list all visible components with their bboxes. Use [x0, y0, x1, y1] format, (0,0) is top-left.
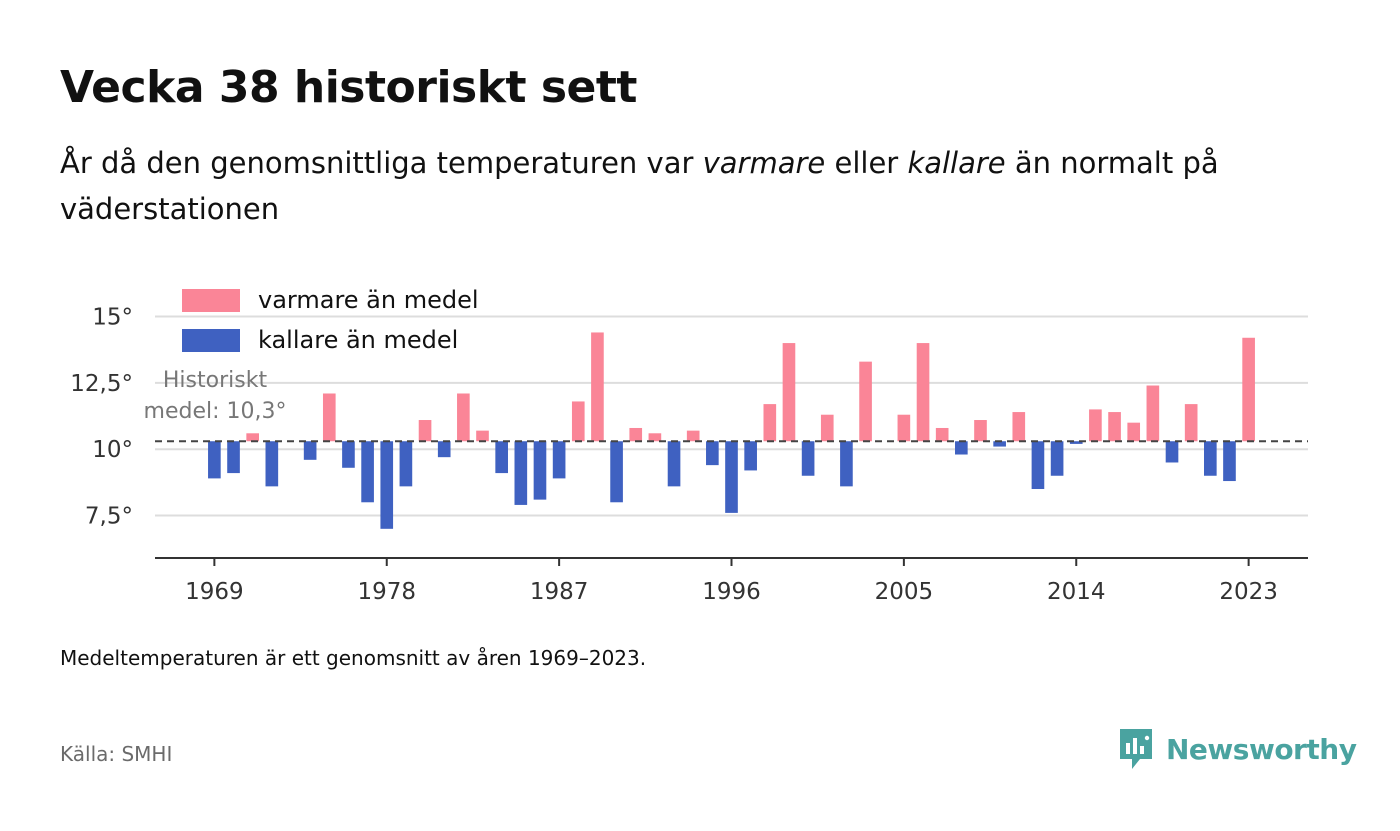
- bar-1969: [208, 441, 221, 479]
- x-tick-label: 2014: [1047, 579, 1106, 605]
- y-tick-label: 12,5°: [70, 371, 133, 397]
- bar-1983: [476, 430, 489, 442]
- bar-1997: [744, 441, 757, 471]
- bar-1979: [399, 441, 413, 487]
- chart-subtitle: År då den genomsnittliga temperaturen va…: [60, 140, 1300, 232]
- bar-1998: [763, 404, 777, 442]
- bar-1975: [322, 393, 336, 442]
- bar-1984: [495, 441, 508, 474]
- bar-1970: [227, 441, 240, 474]
- bar-2007: [935, 427, 949, 442]
- bar-2013: [1050, 441, 1064, 476]
- bar-1987: [552, 441, 566, 479]
- newsworthy-logo-icon: [1120, 729, 1152, 769]
- bar-2018: [1146, 385, 1160, 442]
- bar-2006: [916, 343, 930, 442]
- y-axis-ticks: 7,5° 10° 12,5° 15°: [70, 305, 133, 530]
- bars: [208, 332, 1255, 529]
- bar-1977: [361, 441, 374, 503]
- y-tick-label: 10°: [92, 437, 133, 463]
- legend-swatch-cold: [182, 329, 240, 352]
- bar-2021: [1204, 441, 1217, 476]
- bar-2009: [974, 420, 987, 442]
- bar-2019: [1165, 441, 1179, 463]
- bar-2000: [801, 441, 815, 476]
- bar-1991: [629, 427, 643, 442]
- newsworthy-logo[interactable]: Newsworthy: [1118, 726, 1357, 772]
- bar-1985: [514, 441, 528, 505]
- bar-chart: 7,5° 10° 12,5° 15° 1969 1978 1987 1996 2005 2014…: [70, 286, 1308, 605]
- x-axis-ticks: 1969 1978 1987 1996 2005 2014 2023: [185, 579, 1278, 605]
- bar-1980: [418, 420, 432, 442]
- bar-2023: [1242, 337, 1255, 442]
- source-text: Källa: SMHI: [60, 742, 173, 766]
- subtitle-text-3: än normalt på väderstationen: [60, 146, 1219, 226]
- bar-1972: [265, 441, 279, 487]
- baseline-label-line-2: medel: 10,3°: [144, 399, 287, 424]
- subtitle-text-2: eller: [825, 146, 908, 180]
- bar-2022: [1223, 441, 1236, 482]
- bar-1986: [533, 441, 547, 500]
- x-tick-label: 1987: [530, 579, 589, 605]
- legend-label-cold: kallare än medel: [258, 326, 458, 354]
- subtitle-warm-word: varmare: [702, 146, 826, 180]
- bar-1988: [571, 401, 585, 442]
- bar-2005: [897, 414, 911, 442]
- bar-2015: [1089, 409, 1102, 442]
- x-tick-label: 1978: [357, 579, 416, 605]
- legend: varmare än medel kallare än medel: [182, 286, 479, 354]
- bar-1990: [610, 441, 623, 503]
- bar-2011: [1012, 412, 1026, 442]
- brand-name: Newsworthy: [1166, 732, 1357, 766]
- x-tick-label: 2023: [1219, 579, 1278, 605]
- x-tick-label: 1996: [702, 579, 761, 605]
- chart-title: Vecka 38 historiskt sett: [60, 62, 637, 113]
- bar-2002: [840, 441, 853, 487]
- subtitle-text-1: År då den genomsnittliga temperaturen va…: [60, 146, 703, 180]
- bar-2008: [955, 441, 968, 455]
- footnote: Medeltemperaturen är ett genomsnitt av å…: [60, 646, 647, 670]
- legend-swatch-warm: [182, 289, 240, 312]
- bar-1978: [380, 441, 394, 529]
- bar-1993: [667, 441, 681, 487]
- bar-1992: [648, 433, 662, 442]
- baseline-label: Historiskt medel: 10,3°: [144, 368, 287, 424]
- bar-2014: [1069, 441, 1083, 444]
- x-tick-label: 2005: [875, 579, 934, 605]
- bar-2020: [1184, 404, 1198, 442]
- bar-1981: [437, 441, 451, 458]
- grid-lines: [155, 315, 1308, 517]
- bar-1996: [725, 441, 738, 513]
- bar-1999: [782, 343, 796, 442]
- bar-1974: [303, 441, 317, 460]
- bar-2016: [1108, 412, 1121, 442]
- baseline-label-line-1: Historiskt: [163, 368, 268, 393]
- subtitle-cold-word: kallare: [907, 146, 1006, 180]
- bar-2003: [859, 361, 872, 442]
- bar-2010: [993, 441, 1006, 447]
- bar-1995: [706, 441, 719, 466]
- bar-2017: [1127, 422, 1141, 442]
- x-axis: [155, 557, 1308, 566]
- y-tick-label: 15°: [92, 305, 133, 331]
- bar-1976: [342, 441, 355, 468]
- bar-1989: [591, 332, 604, 442]
- x-tick-label: 1969: [185, 579, 244, 605]
- bar-1982: [457, 393, 470, 442]
- bar-2012: [1031, 441, 1045, 490]
- legend-label-warm: varmare än medel: [258, 286, 479, 314]
- bar-1971: [246, 433, 259, 442]
- bar-1994: [686, 430, 700, 442]
- y-tick-label: 7,5°: [85, 504, 133, 530]
- bar-2001: [820, 414, 834, 442]
